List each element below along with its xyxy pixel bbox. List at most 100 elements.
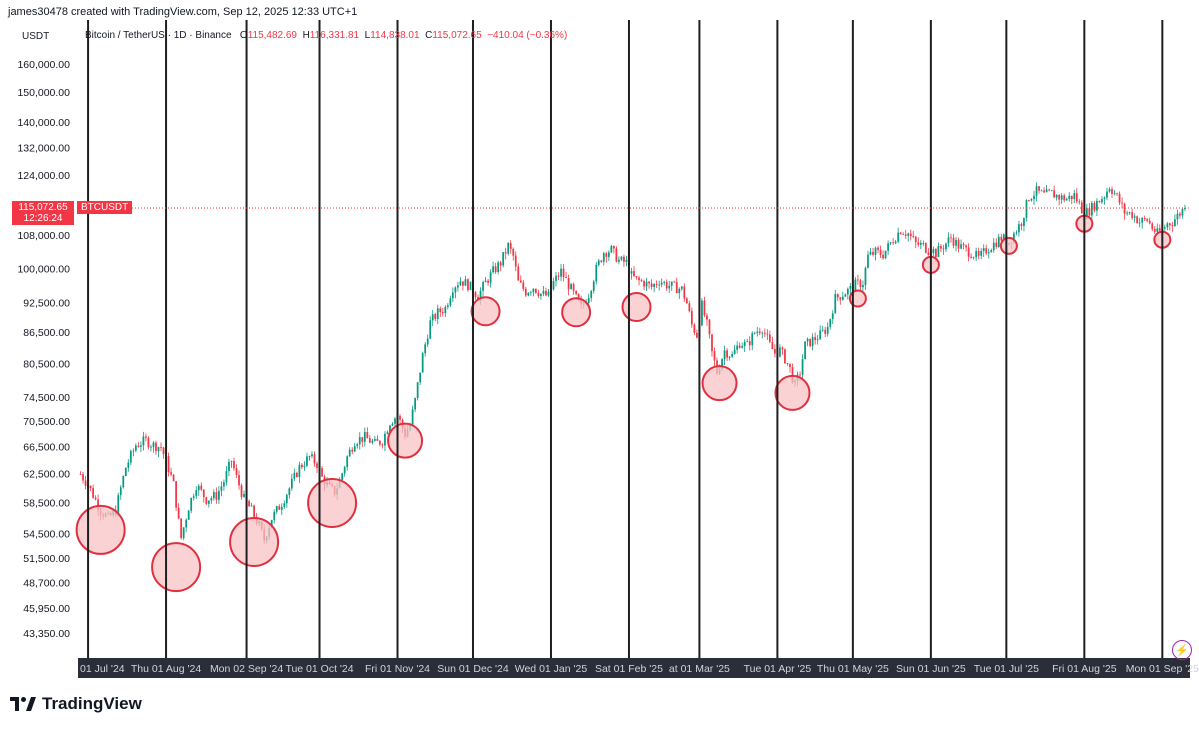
candle-body[interactable] (411, 409, 414, 425)
candle-body[interactable] (643, 280, 645, 287)
candle-body[interactable] (1035, 186, 1038, 196)
candle-body[interactable] (532, 288, 535, 293)
candle-body[interactable] (997, 236, 1000, 247)
candle-body[interactable] (955, 239, 957, 246)
candle-body[interactable] (1116, 193, 1118, 195)
candle-body[interactable] (484, 280, 487, 283)
candle-body[interactable] (575, 290, 578, 294)
candle-body[interactable] (867, 254, 869, 268)
candle-body[interactable] (831, 313, 834, 320)
candle-body[interactable] (288, 488, 291, 495)
candle-body[interactable] (540, 293, 542, 297)
candle-body[interactable] (321, 468, 323, 477)
candle-body[interactable] (431, 314, 434, 321)
candle-body[interactable] (655, 284, 658, 285)
highlight-circle[interactable] (387, 422, 424, 459)
candle-body[interactable] (155, 442, 157, 452)
candle-body[interactable] (238, 474, 240, 486)
candle-body[interactable] (665, 281, 668, 289)
candle-body[interactable] (635, 276, 638, 278)
candle-body[interactable] (623, 256, 625, 262)
candle-body[interactable] (1023, 217, 1025, 227)
candle-body[interactable] (358, 437, 361, 445)
candle-body[interactable] (283, 503, 286, 508)
candle-body[interactable] (965, 245, 967, 248)
candle-body[interactable] (748, 341, 751, 346)
candle-body[interactable] (424, 344, 427, 354)
candle-body[interactable] (134, 445, 137, 451)
candle-body[interactable] (306, 456, 308, 466)
candle-body[interactable] (376, 438, 379, 441)
candle-body[interactable] (1128, 212, 1131, 213)
candle-body[interactable] (228, 461, 230, 472)
candle-body[interactable] (119, 487, 122, 496)
candle-body[interactable] (137, 445, 140, 447)
candle-body[interactable] (399, 415, 401, 420)
candle-body[interactable] (577, 293, 580, 300)
candle-body[interactable] (633, 271, 635, 277)
candle-body[interactable] (784, 349, 786, 364)
candle-body[interactable] (386, 432, 389, 434)
highlight-circle[interactable] (774, 374, 811, 411)
candle-body[interactable] (1148, 220, 1151, 224)
candle-body[interactable] (937, 245, 940, 257)
candle-body[interactable] (275, 506, 278, 512)
candle-body[interactable] (640, 280, 643, 281)
candle-body[interactable] (92, 488, 94, 498)
candle-body[interactable] (630, 271, 633, 274)
candle-body[interactable] (489, 272, 492, 283)
candle-body[interactable] (353, 446, 356, 452)
candle-body[interactable] (1136, 216, 1139, 224)
candle-body[interactable] (650, 283, 653, 287)
candle-body[interactable] (658, 284, 661, 286)
candle-body[interactable] (1013, 233, 1015, 243)
candle-body[interactable] (379, 440, 381, 445)
candle-body[interactable] (625, 259, 628, 262)
candle-body[interactable] (736, 345, 739, 350)
candle-body[interactable] (361, 437, 364, 442)
plot-area[interactable] (78, 43, 1190, 658)
candle-body[interactable] (600, 260, 603, 262)
candle-body[interactable] (935, 249, 937, 257)
candle-body[interactable] (1088, 208, 1091, 216)
candle-body[interactable] (512, 248, 515, 256)
candle-body[interactable] (147, 437, 150, 448)
candle-body[interactable] (343, 467, 346, 474)
candle-body[interactable] (819, 330, 822, 340)
candle-body[interactable] (1078, 201, 1081, 203)
candle-body[interactable] (592, 281, 595, 291)
candle-body[interactable] (233, 461, 235, 469)
candle-body[interactable] (207, 500, 210, 504)
candle-body[interactable] (89, 485, 92, 489)
candle-body[interactable] (1113, 193, 1116, 195)
candle-body[interactable] (391, 423, 394, 426)
candle-body[interactable] (502, 252, 505, 266)
candle-body[interactable] (816, 339, 819, 341)
candle-body[interactable] (824, 329, 827, 334)
highlight-circle[interactable] (470, 296, 501, 327)
symbol-description[interactable]: Bitcoin / TetherUS · 1D · Binance (85, 30, 232, 41)
candle-body[interactable] (303, 465, 306, 468)
candle-body[interactable] (1096, 200, 1098, 211)
candle-body[interactable] (1184, 208, 1186, 210)
candle-body[interactable] (273, 511, 276, 521)
candle-body[interactable] (1025, 200, 1028, 218)
candle-body[interactable] (1108, 189, 1111, 192)
candle-body[interactable] (429, 320, 432, 339)
candle-body[interactable] (351, 449, 354, 452)
candle-body[interactable] (94, 497, 97, 500)
candle-body[interactable] (504, 252, 507, 254)
candle-body[interactable] (535, 288, 537, 293)
candle-body[interactable] (555, 275, 557, 282)
candle-body[interactable] (389, 425, 391, 433)
candle-body[interactable] (826, 326, 829, 334)
candle-body[interactable] (1101, 199, 1103, 203)
candle-body[interactable] (187, 510, 190, 520)
candle-body[interactable] (884, 250, 887, 259)
candle-body[interactable] (972, 257, 975, 259)
candle-body[interactable] (142, 436, 145, 446)
candle-body[interactable] (572, 284, 575, 291)
candle-body[interactable] (1121, 202, 1123, 204)
candle-body[interactable] (774, 349, 776, 354)
